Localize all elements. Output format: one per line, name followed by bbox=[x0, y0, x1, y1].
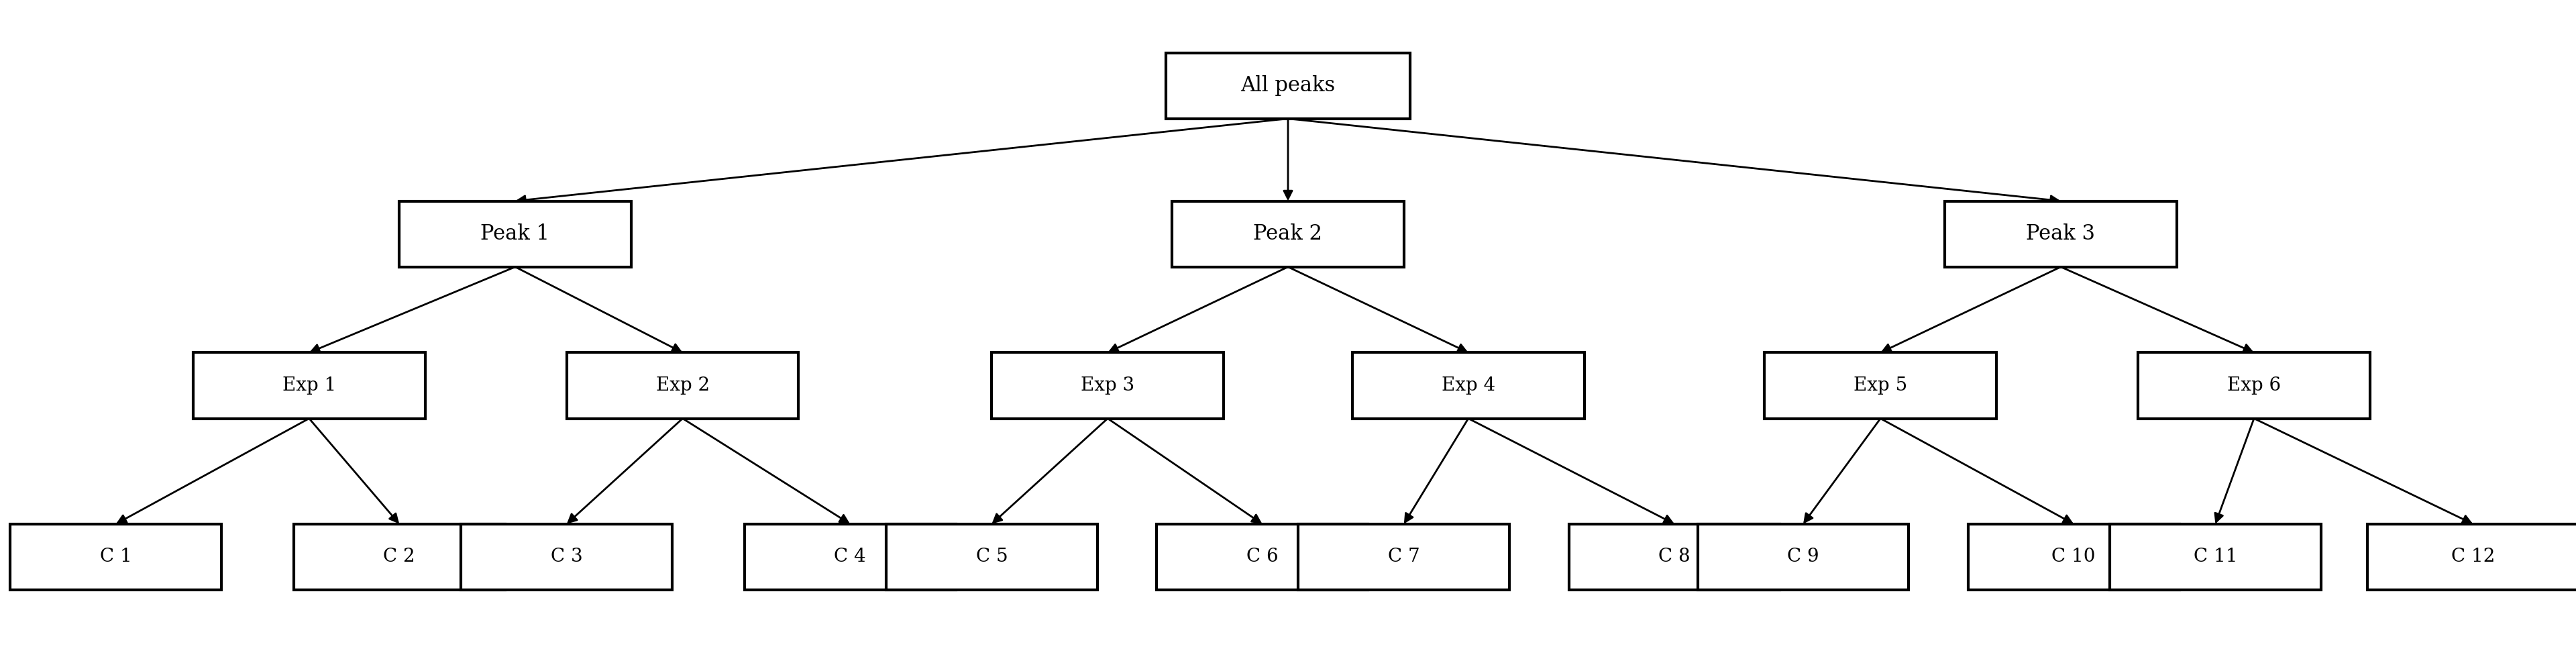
Text: Exp 5: Exp 5 bbox=[1855, 376, 1906, 395]
FancyBboxPatch shape bbox=[193, 353, 425, 418]
FancyBboxPatch shape bbox=[1569, 524, 1780, 590]
FancyBboxPatch shape bbox=[1945, 201, 2177, 267]
Text: C 8: C 8 bbox=[1659, 548, 1690, 566]
Text: Peak 2: Peak 2 bbox=[1255, 223, 1321, 244]
Text: C 2: C 2 bbox=[384, 548, 415, 566]
FancyBboxPatch shape bbox=[1968, 524, 2179, 590]
FancyBboxPatch shape bbox=[1698, 524, 1909, 590]
FancyBboxPatch shape bbox=[886, 524, 1097, 590]
Text: C 3: C 3 bbox=[551, 548, 582, 566]
Text: Exp 2: Exp 2 bbox=[657, 376, 708, 395]
Text: All peaks: All peaks bbox=[1242, 75, 1334, 96]
FancyBboxPatch shape bbox=[1765, 353, 1996, 418]
Text: Exp 4: Exp 4 bbox=[1443, 376, 1494, 395]
FancyBboxPatch shape bbox=[1298, 524, 1510, 590]
Text: C 4: C 4 bbox=[835, 548, 866, 566]
FancyBboxPatch shape bbox=[1157, 524, 1368, 590]
Text: C 10: C 10 bbox=[2050, 548, 2097, 566]
FancyBboxPatch shape bbox=[1164, 53, 1412, 119]
FancyBboxPatch shape bbox=[1352, 353, 1584, 418]
Text: C 9: C 9 bbox=[1788, 548, 1819, 566]
Text: C 5: C 5 bbox=[976, 548, 1007, 566]
Text: C 6: C 6 bbox=[1247, 548, 1278, 566]
FancyBboxPatch shape bbox=[744, 524, 956, 590]
FancyBboxPatch shape bbox=[461, 524, 672, 590]
Text: Exp 1: Exp 1 bbox=[283, 376, 335, 395]
FancyBboxPatch shape bbox=[294, 524, 505, 590]
Text: Exp 6: Exp 6 bbox=[2228, 376, 2280, 395]
FancyBboxPatch shape bbox=[10, 524, 222, 590]
FancyBboxPatch shape bbox=[2367, 524, 2576, 590]
Text: Peak 1: Peak 1 bbox=[482, 223, 549, 244]
Text: C 7: C 7 bbox=[1388, 548, 1419, 566]
Text: C 1: C 1 bbox=[100, 548, 131, 566]
FancyBboxPatch shape bbox=[2110, 524, 2321, 590]
Text: Exp 3: Exp 3 bbox=[1082, 376, 1133, 395]
FancyBboxPatch shape bbox=[2138, 353, 2370, 418]
Text: C 12: C 12 bbox=[2450, 548, 2496, 566]
FancyBboxPatch shape bbox=[1172, 201, 1404, 267]
Text: C 11: C 11 bbox=[2192, 548, 2239, 566]
FancyBboxPatch shape bbox=[992, 353, 1224, 418]
Text: Peak 3: Peak 3 bbox=[2027, 223, 2094, 244]
FancyBboxPatch shape bbox=[399, 201, 631, 267]
FancyBboxPatch shape bbox=[567, 353, 799, 418]
